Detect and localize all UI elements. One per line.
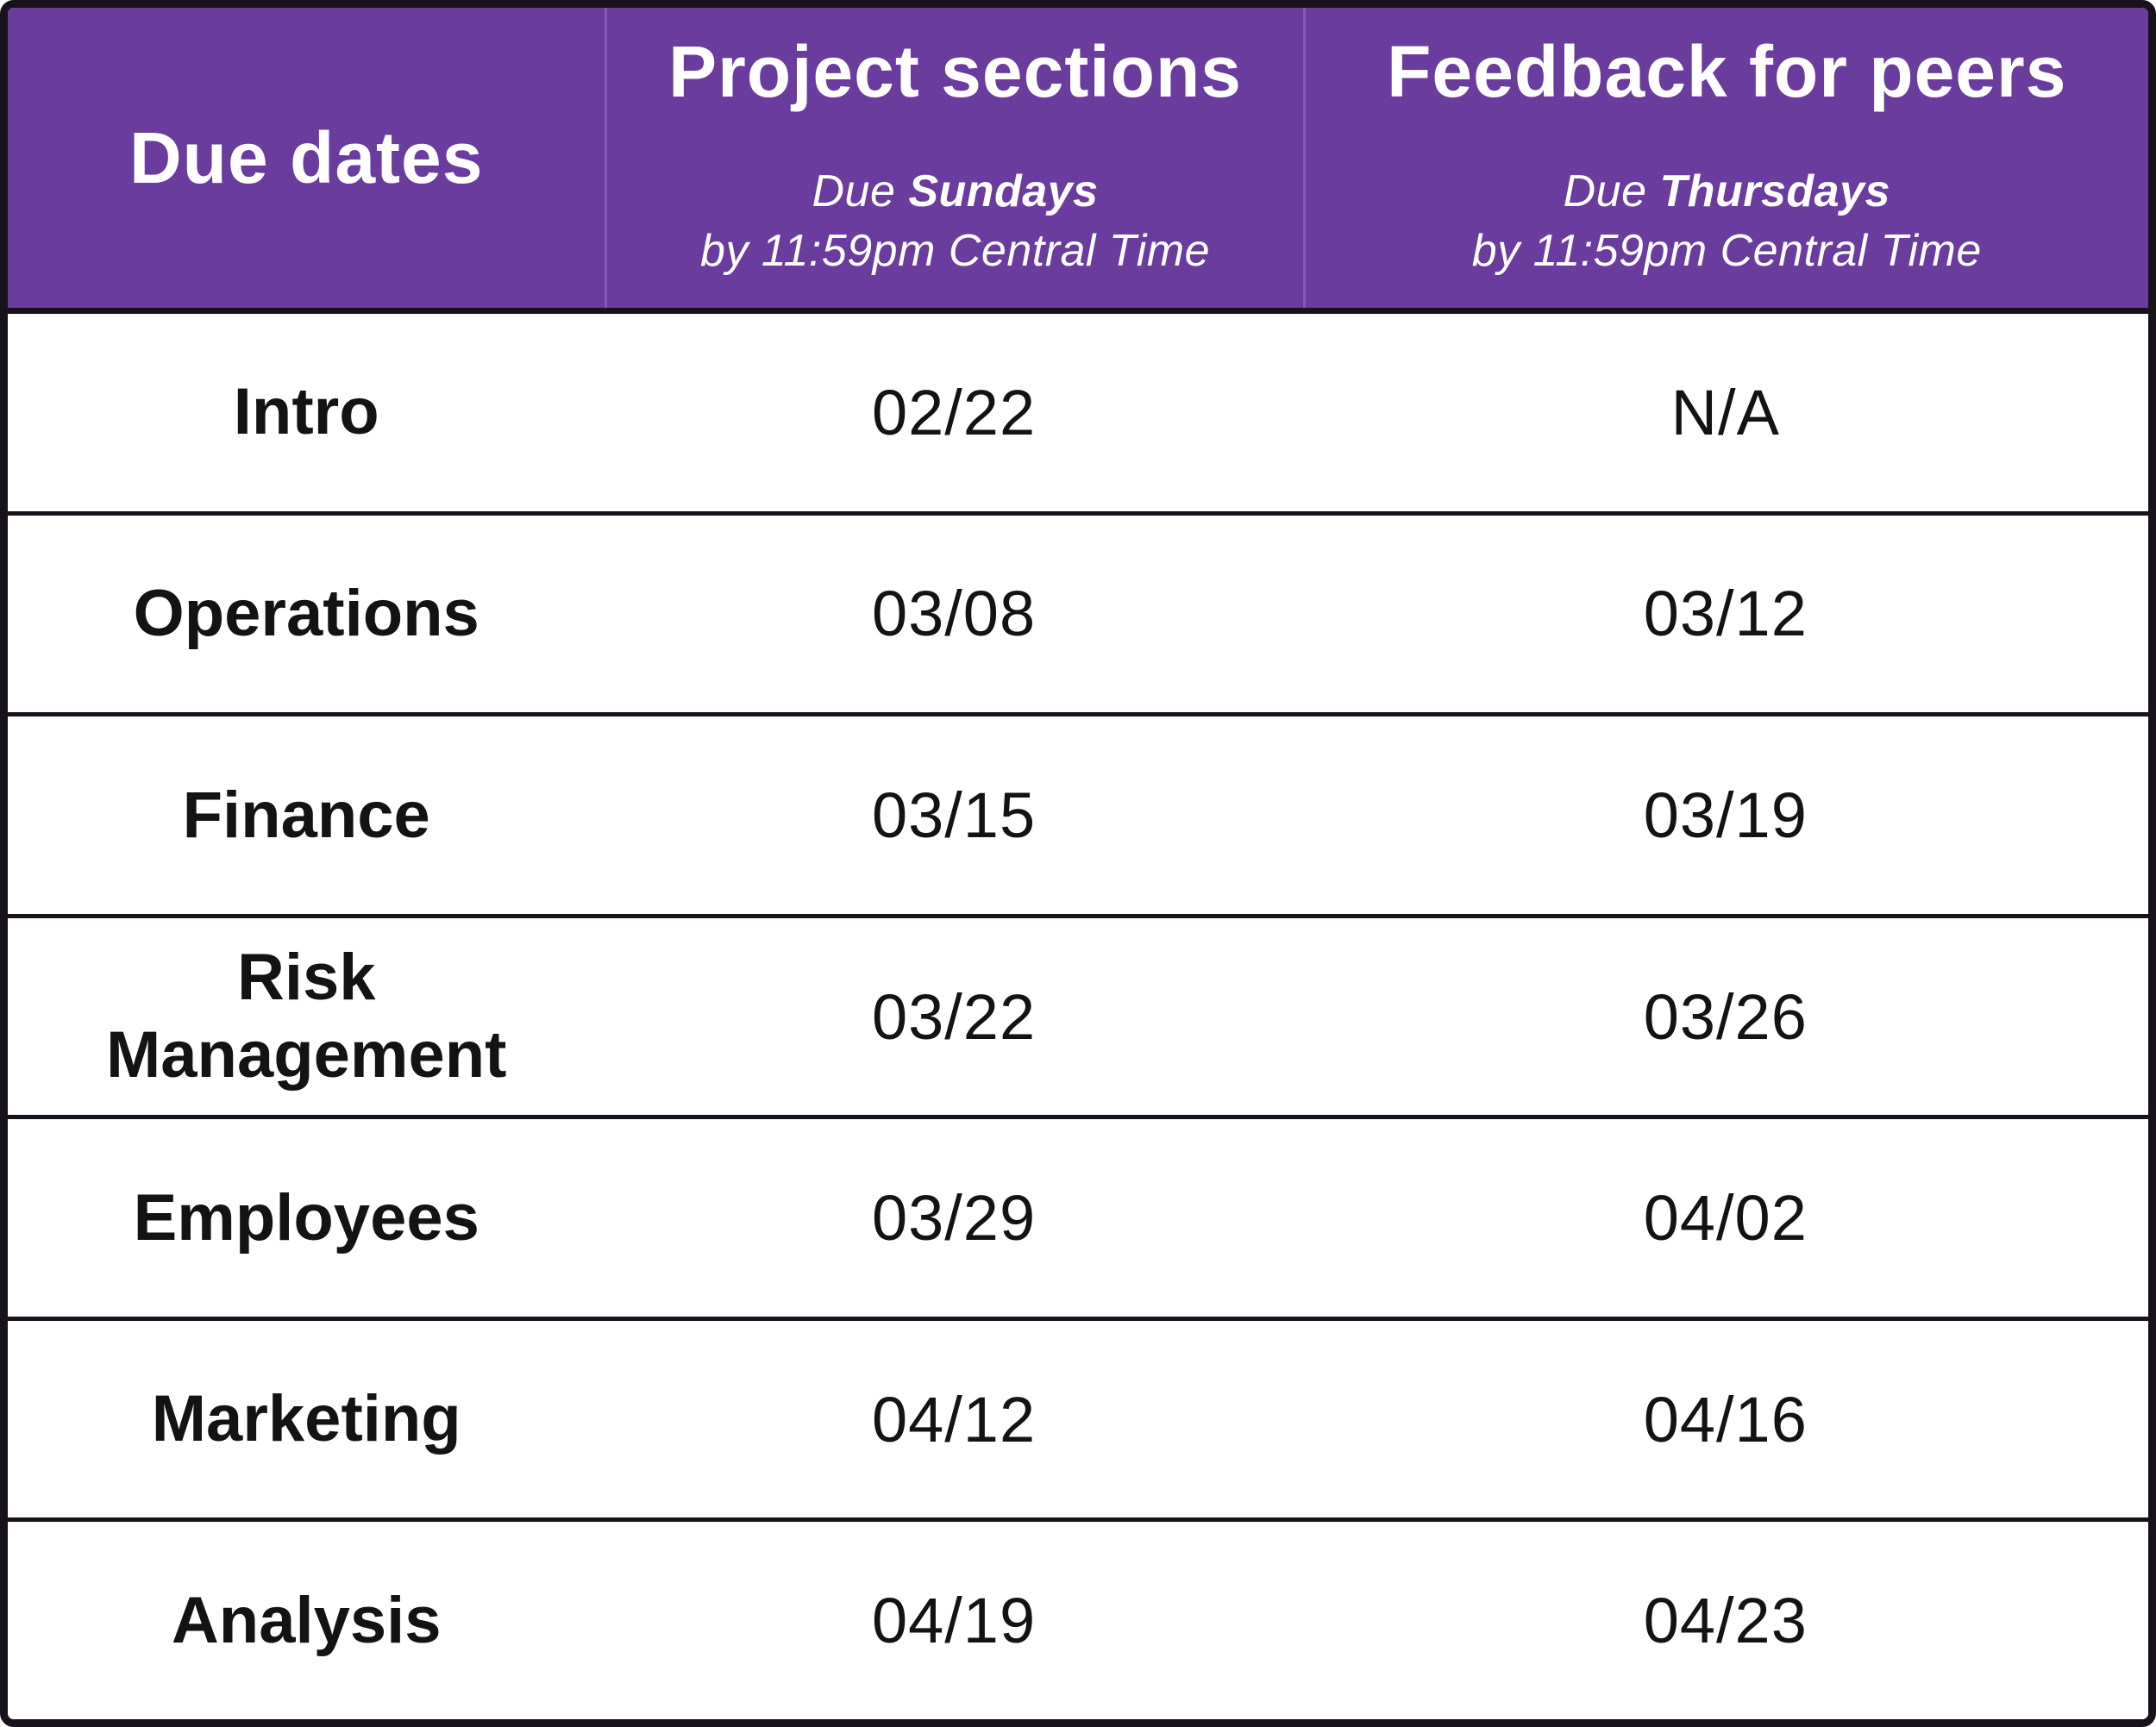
project-due-date: 03/22 — [871, 980, 1037, 1053]
project-due-date: 04/12 — [871, 1383, 1037, 1455]
project-due-day: Sundays — [908, 166, 1099, 216]
row-label-cell: Risk Management — [8, 939, 605, 1093]
feedback-due-cell: 04/16 — [1303, 1383, 2148, 1456]
project-due-cell: 04/12 — [605, 1383, 1302, 1456]
project-due-cell: 02/22 — [605, 376, 1302, 449]
row-label: Finance — [182, 778, 430, 852]
table-row-employees: Employees 03/29 04/02 — [8, 1115, 2148, 1317]
feedback-for-peers-title: Feedback for peers — [1387, 31, 2067, 112]
header-cell-feedback-for-peers: Feedback for peers Due Thursdays by 11:5… — [1302, 8, 2148, 308]
row-label: Operations — [133, 577, 479, 651]
row-label: Marketing — [151, 1382, 461, 1456]
feedback-due-day: Thursdays — [1659, 166, 1890, 216]
project-sections-subtitle: Due Sundays by 11:59pm Central Time — [700, 162, 1210, 282]
table-row-intro: Intro 02/22 N/A — [8, 314, 2148, 511]
project-due-cell: 03/15 — [605, 779, 1302, 852]
project-sections-title: Project sections — [668, 31, 1242, 112]
row-label-cell: Marketing — [8, 1380, 605, 1458]
feedback-for-peers-subtitle: Due Thursdays by 11:59pm Central Time — [1472, 162, 1982, 282]
feedback-due-date: 04/16 — [1643, 1383, 1808, 1455]
project-due-date: 03/15 — [871, 779, 1037, 851]
feedback-due-date: 04/02 — [1643, 1182, 1808, 1255]
table-row-operations: Operations 03/08 03/12 — [8, 510, 2148, 713]
feedback-due-date: N/A — [1670, 376, 1780, 448]
feedback-due-cell: 04/02 — [1303, 1181, 2148, 1255]
row-label: Risk Management — [105, 941, 507, 1092]
feedback-due-cell: 04/23 — [1303, 1584, 2148, 1657]
project-due-cell: 03/22 — [605, 980, 1302, 1054]
project-due-date: 03/08 — [871, 578, 1037, 650]
row-label-cell: Operations — [8, 575, 605, 653]
table-row-marketing: Marketing 04/12 04/16 — [8, 1316, 2148, 1518]
table-row-risk-management: Risk Management 03/22 03/26 — [8, 913, 2148, 1116]
due-dates-title: Due dates — [129, 116, 484, 198]
row-label: Analysis — [171, 1583, 442, 1657]
row-label: Employees — [133, 1180, 479, 1255]
project-due-prefix: Due — [812, 166, 909, 216]
project-due-cell: 03/29 — [605, 1181, 1302, 1255]
row-label: Intro — [233, 375, 379, 449]
table-header-row: Due dates Project sections Due Sundays b… — [8, 8, 2148, 314]
feedback-due-time: by 11:59pm Central Time — [1471, 226, 1982, 277]
row-label-cell: Intro — [8, 373, 605, 451]
row-label-cell: Finance — [8, 777, 605, 854]
project-due-time: by 11:59pm Central Time — [700, 226, 1211, 277]
feedback-due-cell: 03/26 — [1303, 980, 2148, 1054]
feedback-due-prefix: Due — [1563, 166, 1660, 216]
feedback-due-date: 03/12 — [1643, 578, 1808, 650]
feedback-due-date: 03/26 — [1643, 980, 1808, 1053]
project-due-date: 02/22 — [871, 376, 1037, 448]
feedback-due-cell: 03/19 — [1303, 779, 2148, 852]
row-label-cell: Analysis — [8, 1582, 605, 1660]
table-body: Intro 02/22 N/A Operations 03/08 03/12 F… — [8, 314, 2148, 1719]
feedback-due-date: 04/23 — [1643, 1585, 1808, 1657]
feedback-due-date: 03/19 — [1643, 779, 1808, 851]
feedback-due-cell: 03/12 — [1303, 577, 2148, 650]
project-due-cell: 04/19 — [605, 1584, 1302, 1657]
table-row-finance: Finance 03/15 03/19 — [8, 712, 2148, 914]
project-due-cell: 03/08 — [605, 577, 1302, 650]
feedback-due-cell: N/A — [1303, 376, 2148, 449]
table-row-analysis: Analysis 04/19 04/23 — [8, 1517, 2148, 1719]
header-cell-project-sections: Project sections Due Sundays by 11:59pm … — [605, 8, 1302, 308]
row-label-cell: Employees — [8, 1179, 605, 1257]
header-cell-due-dates: Due dates — [8, 8, 605, 308]
project-due-date: 04/19 — [871, 1585, 1037, 1657]
project-due-date: 03/29 — [871, 1182, 1037, 1255]
